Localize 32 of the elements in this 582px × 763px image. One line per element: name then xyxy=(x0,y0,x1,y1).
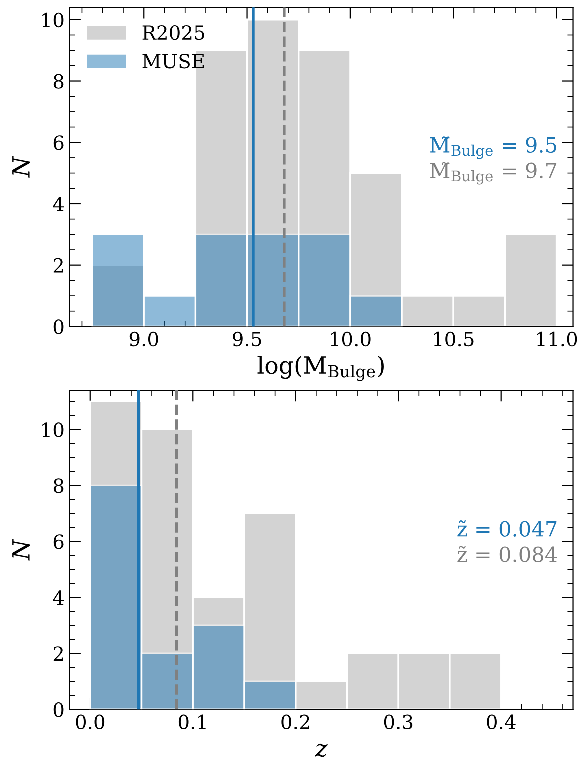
x-tick-label: 10.5 xyxy=(434,332,474,347)
y-tick-label: 0 xyxy=(54,320,64,334)
y-tick-label: 4 xyxy=(53,590,64,606)
y-tick-label: 10 xyxy=(42,422,64,438)
annotation: M̃$_{Bulge}$ = 9.7 xyxy=(430,162,557,185)
x-tick-label: 0.0 xyxy=(76,714,105,730)
y-tick-label: 2 xyxy=(54,646,64,661)
y-tick-label: 6 xyxy=(54,534,64,550)
y-tick-label: 4 xyxy=(53,196,64,212)
y-tick-label: 6 xyxy=(54,136,64,150)
x-tick-label: 0.1 xyxy=(178,714,206,730)
x-tick-label: 11.0 xyxy=(537,332,578,347)
y-tick-label: 8 xyxy=(54,478,64,494)
x-tick-label: 0.4 xyxy=(487,714,516,730)
x-tick-label: 10.0 xyxy=(331,332,371,347)
x-tick-label: 0.3 xyxy=(384,714,413,730)
annotation: M̃$_{Bulge}$ = 9.5 xyxy=(430,136,556,160)
legend-label: R2025 xyxy=(142,25,204,40)
y-axis-title: N xyxy=(12,539,30,561)
x-tick-label: 9.0 xyxy=(130,332,158,347)
x-tick-label: 0.2 xyxy=(282,714,310,730)
y-axis-title: N xyxy=(12,156,30,178)
x-axis-title: log(M$_{Bulge}$) xyxy=(258,356,384,382)
y-tick-label: 2 xyxy=(54,258,64,273)
x-axis-title: z xyxy=(315,744,328,758)
annotation: z̃ = 0.084 xyxy=(458,546,558,562)
legend-label: MUSE xyxy=(142,54,204,69)
annotation: z̃ = 0.047 xyxy=(458,520,557,537)
y-tick-label: 10 xyxy=(42,12,64,28)
y-tick-label: 0 xyxy=(54,702,64,718)
x-tick-label: 9.5 xyxy=(233,332,262,347)
y-tick-label: 8 xyxy=(54,74,64,89)
